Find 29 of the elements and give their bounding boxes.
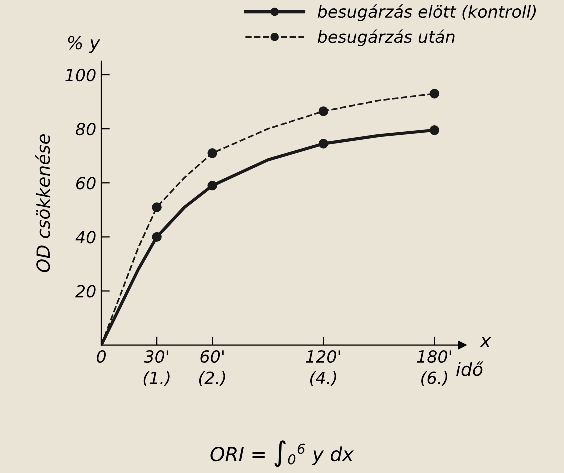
point: [318, 106, 329, 116]
x-tick-label: 120': [306, 350, 340, 364]
point: [208, 180, 218, 191]
y-tick-label: 100: [66, 68, 96, 82]
legend-label: besugárzás elött (kontroll): [318, 4, 536, 22]
x-axis-title: idő: [456, 362, 484, 376]
legend-label: besugárzás után: [318, 30, 455, 46]
y-tick-label: 20: [76, 285, 96, 298]
y-tick-label: 80: [76, 123, 96, 136]
x-tick-label: 180': [417, 350, 452, 364]
x2-tick-label: (6.): [422, 371, 448, 386]
point: [208, 148, 218, 158]
x-tick-label: 30': [144, 350, 168, 364]
point: [430, 126, 440, 136]
x2-tick-label: (4.): [310, 371, 336, 386]
x2-tick-label: (1.): [144, 371, 170, 386]
point: [430, 89, 440, 99]
text: x: [480, 338, 492, 348]
point: [152, 202, 162, 212]
point: [318, 139, 329, 149]
x2-tick-label: (2.): [199, 371, 226, 386]
text: % y: [68, 36, 100, 54]
y-axis-title: OD csökkenése: [36, 134, 50, 272]
y-tick-label: 40: [76, 231, 96, 244]
point: [152, 232, 162, 242]
y-tick-label: 60: [76, 177, 96, 190]
x-tick-label: 0: [97, 350, 106, 364]
text: ORI = ∫$_{0}$$^{6}$ y dx: [210, 440, 354, 468]
x-tick-label: 60': [200, 350, 224, 364]
